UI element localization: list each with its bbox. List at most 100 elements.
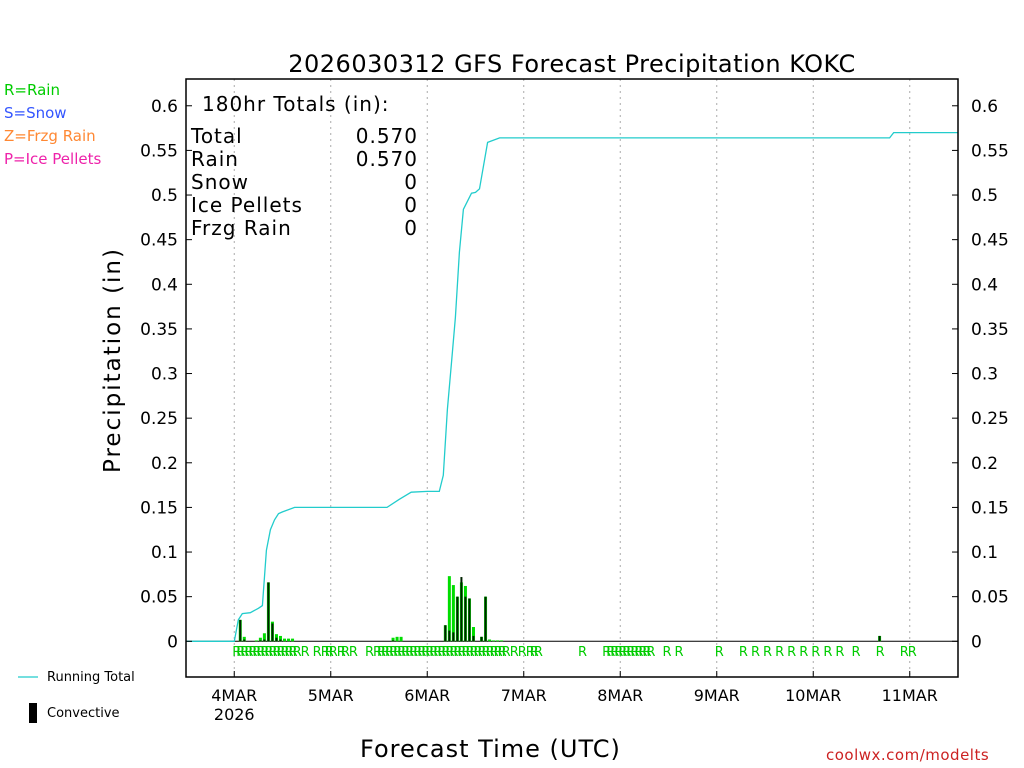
- convective-bar: [392, 640, 395, 642]
- rain-mark: R: [900, 645, 909, 660]
- credit-text: coolwx.com/modelts: [826, 746, 990, 764]
- y-tick-label-left: 0.05: [140, 588, 178, 608]
- rain-mark: R: [329, 645, 338, 660]
- rain-mark: R: [534, 645, 543, 660]
- rain-mark: R: [502, 645, 511, 660]
- rain-mark: R: [498, 645, 507, 660]
- rain-mark: R: [494, 645, 503, 660]
- convective-bar: [444, 625, 447, 642]
- y-tick-label-left: 0.25: [140, 409, 178, 429]
- precip-bar: [399, 636, 403, 642]
- y-tick-label-right: 0.55: [971, 141, 1009, 161]
- rain-mark: R: [876, 645, 885, 660]
- x-tick-label: 10MAR: [785, 686, 841, 705]
- rain-mark: R: [751, 645, 760, 660]
- rain-mark: R: [465, 645, 474, 660]
- rain-mark: R: [642, 645, 651, 660]
- rain-mark: R: [614, 645, 623, 660]
- rain-mark: R: [232, 645, 241, 660]
- rain-mark: R: [289, 645, 298, 660]
- rain-mark: R: [437, 645, 446, 660]
- rain-mark: R: [634, 645, 643, 660]
- rain-mark: R: [264, 645, 273, 660]
- convective-bar: [271, 623, 274, 642]
- running-total-series: [186, 131, 958, 642]
- rain-mark: R: [474, 645, 483, 660]
- precip-bar: [451, 585, 455, 642]
- convective-bar: [464, 596, 467, 642]
- convective-bar: [263, 639, 266, 642]
- y-tick-label-right: 0.15: [971, 498, 1009, 518]
- rain-mark: R: [285, 645, 294, 660]
- convective-bar: [267, 582, 270, 642]
- rain-mark: R: [602, 645, 611, 660]
- rain-mark: R: [429, 645, 438, 660]
- totals-heading: 180hr Totals (in):: [202, 92, 390, 116]
- totals-label-total: Total: [191, 124, 243, 148]
- totals-label-snow: Snow: [191, 170, 249, 194]
- rain-mark: R: [373, 645, 382, 660]
- y-tick-label-right: 0.1: [971, 543, 998, 563]
- precip-bar: [262, 633, 266, 642]
- rain-mark: R: [244, 645, 253, 660]
- x-tick-label: 11MAR: [882, 686, 938, 705]
- rain-mark: R: [276, 645, 285, 660]
- rain-mark: R: [662, 645, 671, 660]
- totals-label-frzg-rain: Frzg Rain: [191, 216, 292, 240]
- legend-ice-pellets: P=Ice Pellets: [4, 150, 102, 168]
- rain-mark: R: [453, 645, 462, 660]
- rain-mark: R: [268, 645, 277, 660]
- precip-bar: [258, 637, 262, 642]
- rain-mark: R: [256, 645, 265, 660]
- convective-bar: [472, 635, 475, 642]
- totals-value-ice-pellets: 0: [404, 193, 418, 217]
- rain-mark: R: [301, 645, 310, 660]
- rain-mark: R: [385, 645, 394, 660]
- rain-mark: R: [835, 645, 844, 660]
- convective-bar: [456, 596, 459, 642]
- legend-running-total: Running Total: [47, 670, 135, 685]
- rain-mark: R: [293, 645, 302, 660]
- rain-mark: R: [445, 645, 454, 660]
- rain-mark: R: [675, 645, 684, 660]
- precip-bar: [287, 638, 291, 642]
- rain-mark: R: [397, 645, 406, 660]
- precip-bar: [500, 640, 504, 642]
- rain-mark: R: [349, 645, 358, 660]
- convective-swatch: [29, 703, 37, 723]
- x-axis-label: Forecast Time (UTC): [360, 735, 621, 763]
- rain-mark: R: [630, 645, 639, 660]
- y-tick-label-left: 0: [167, 632, 178, 652]
- precip-bar: [395, 636, 399, 642]
- rain-mark: R: [510, 645, 519, 660]
- rain-mark: R: [469, 645, 478, 660]
- rain-mark: R: [482, 645, 491, 660]
- rain-mark: R: [365, 645, 374, 660]
- rain-mark: R: [325, 645, 334, 660]
- y-tick-label-right: 0.3: [971, 365, 998, 385]
- rain-mark: R: [252, 645, 261, 660]
- running-total-line: [186, 131, 958, 642]
- rain-mark: R: [401, 645, 410, 660]
- y-tick-label-right: 0.2: [971, 454, 998, 474]
- rain-mark: R: [526, 645, 535, 660]
- rain-mark: R: [638, 645, 647, 660]
- rain-mark: R: [381, 645, 390, 660]
- rain-mark: R: [248, 645, 257, 660]
- rain-mark: R: [409, 645, 418, 660]
- totals-value-total: 0.570: [355, 124, 418, 148]
- convective-bar: [279, 639, 282, 642]
- rain-mark: R: [646, 645, 655, 660]
- rain-mark: R: [421, 645, 430, 660]
- rain-mark: R: [236, 645, 245, 660]
- rain-mark: R: [260, 645, 269, 660]
- rain-mark: R: [321, 645, 330, 660]
- rain-mark: R: [272, 645, 281, 660]
- y-tick-label-right: 0: [971, 632, 982, 652]
- x-tick-label: 7MAR: [501, 686, 547, 705]
- y-tick-label-left: 0.55: [140, 141, 178, 161]
- plot-frame: [185, 78, 959, 678]
- rain-mark: R: [281, 645, 290, 660]
